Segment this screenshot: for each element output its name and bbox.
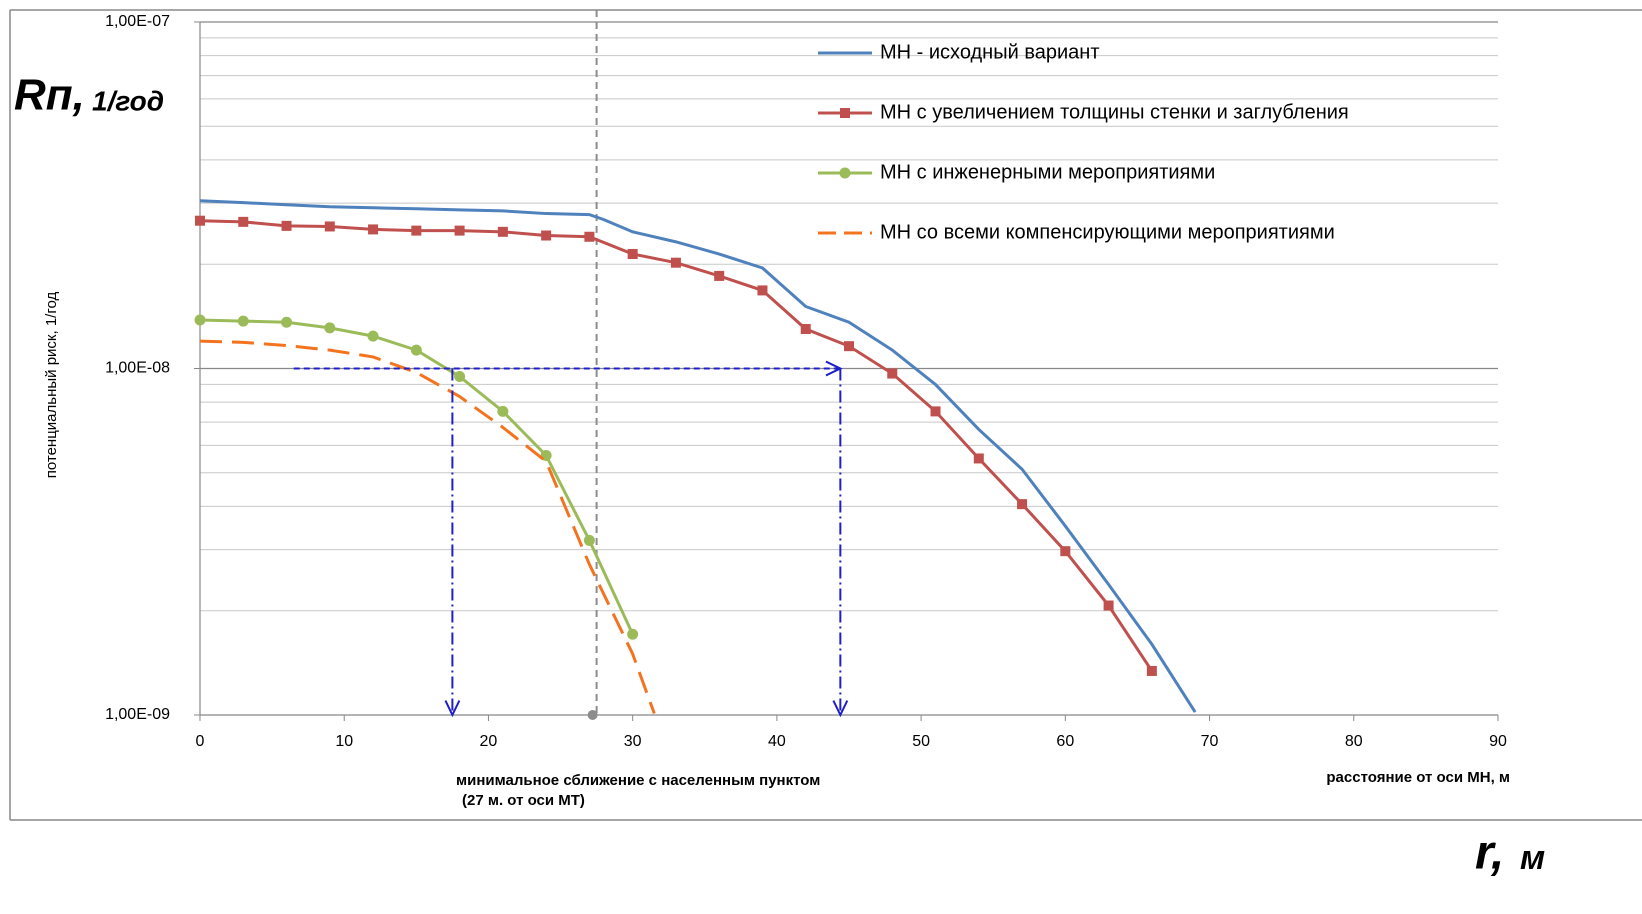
legend-marker — [839, 167, 851, 179]
marker — [887, 368, 898, 379]
marker — [411, 225, 422, 236]
arrow-head — [444, 700, 461, 718]
x-tick-label: 40 — [768, 733, 786, 750]
annotation: минимальное сближение с населенным пункт… — [456, 772, 820, 789]
legend-label: МН - исходный вариант — [880, 41, 1099, 63]
series-line — [199, 318, 635, 635]
chart-title: Rп, — [14, 71, 85, 120]
marker — [195, 215, 205, 226]
x-tick-label: 60 — [1056, 733, 1074, 750]
x-tick-label: 50 — [912, 733, 930, 750]
marker — [324, 221, 335, 232]
marker — [194, 314, 206, 326]
y-tick-label: 1,00E-07 — [105, 13, 170, 30]
marker — [930, 406, 941, 417]
marker — [583, 534, 595, 546]
marker — [238, 216, 249, 227]
y-axis-label: потенциальный риск, 1/год — [43, 292, 60, 479]
min-distance-dot — [587, 710, 598, 720]
legend-marker — [840, 108, 850, 118]
marker — [454, 371, 466, 383]
x-tick-label: 70 — [1201, 733, 1219, 750]
marker — [844, 341, 854, 352]
marker — [281, 220, 292, 231]
marker — [757, 285, 768, 296]
x-tick-label: 90 — [1489, 733, 1507, 750]
marker — [541, 230, 552, 241]
marker — [973, 453, 984, 464]
marker — [281, 316, 293, 328]
x-tick-label: 80 — [1345, 733, 1363, 750]
y-tick-label: 1,00E-08 — [105, 360, 170, 377]
x-tick-label: 30 — [624, 733, 642, 750]
marker — [1017, 499, 1028, 510]
title-unit: 1/год — [92, 85, 164, 116]
marker — [324, 322, 336, 334]
marker — [714, 270, 725, 281]
x-tick-label: 0 — [196, 733, 205, 750]
annotation: (27 м. от оси МТ) — [462, 792, 585, 809]
legend-label: МН с увеличением толщины стенки и заглуб… — [880, 101, 1349, 123]
marker — [497, 405, 509, 417]
marker — [584, 231, 595, 242]
marker — [368, 224, 379, 235]
series-line — [199, 339, 656, 715]
marker — [454, 225, 465, 236]
marker — [1146, 665, 1157, 676]
legend-label: МН с инженерными мероприятиями — [880, 161, 1215, 183]
marker — [1103, 600, 1114, 611]
y-tick-label: 1,00E-09 — [105, 706, 170, 723]
marker — [1060, 546, 1071, 557]
marker — [800, 324, 811, 335]
marker — [410, 344, 422, 356]
corner-unit: м — [1520, 839, 1545, 877]
marker — [627, 628, 639, 640]
marker — [670, 257, 681, 268]
corner-label: r, — [1475, 827, 1504, 880]
x-tick-label: 10 — [335, 733, 353, 750]
marker — [627, 249, 638, 260]
series-line — [199, 199, 1197, 713]
legend-label: МН со всеми компенсирующими мероприятиям… — [880, 221, 1335, 243]
x-axis-label: расстояние от оси МН, м — [1326, 769, 1510, 786]
marker — [367, 330, 379, 342]
marker — [237, 315, 249, 327]
marker — [497, 226, 508, 237]
arrow-head — [832, 700, 849, 718]
x-tick-label: 20 — [480, 733, 498, 750]
